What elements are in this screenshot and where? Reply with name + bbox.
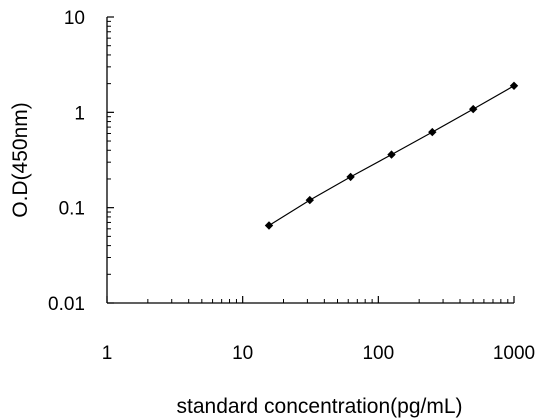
data-point <box>387 150 396 159</box>
data-point <box>428 127 437 137</box>
y-tick-label: 0.1 <box>59 199 85 220</box>
x-tick-label: 100 <box>362 343 394 364</box>
x-axis-title: standard concentration(pg/mL) <box>177 395 463 418</box>
y-axis-title: O.D(450nm) <box>9 102 32 218</box>
x-tick-labels: 1 10 100 1000 <box>102 343 535 364</box>
x-tick-label: 1 <box>102 343 113 364</box>
x-minor-ticks <box>147 299 509 303</box>
x-tick-label: 1000 <box>493 343 535 364</box>
series-layer <box>264 81 519 230</box>
data-point <box>469 104 478 114</box>
y-minor-ticks <box>107 20 111 275</box>
y-tick-labels: 0.01 0.1 1 10 <box>48 8 85 315</box>
data-point <box>509 81 519 90</box>
data-point <box>346 172 355 182</box>
axes <box>106 17 514 304</box>
y-tick-label: 0.01 <box>48 294 85 315</box>
x-major-ticks <box>106 296 515 303</box>
y-major-ticks <box>107 16 114 304</box>
data-point <box>264 221 274 230</box>
y-tick-label: 10 <box>64 8 85 29</box>
x-tick-label: 10 <box>232 343 253 364</box>
y-tick-label: 1 <box>74 103 85 124</box>
data-point <box>305 195 314 205</box>
